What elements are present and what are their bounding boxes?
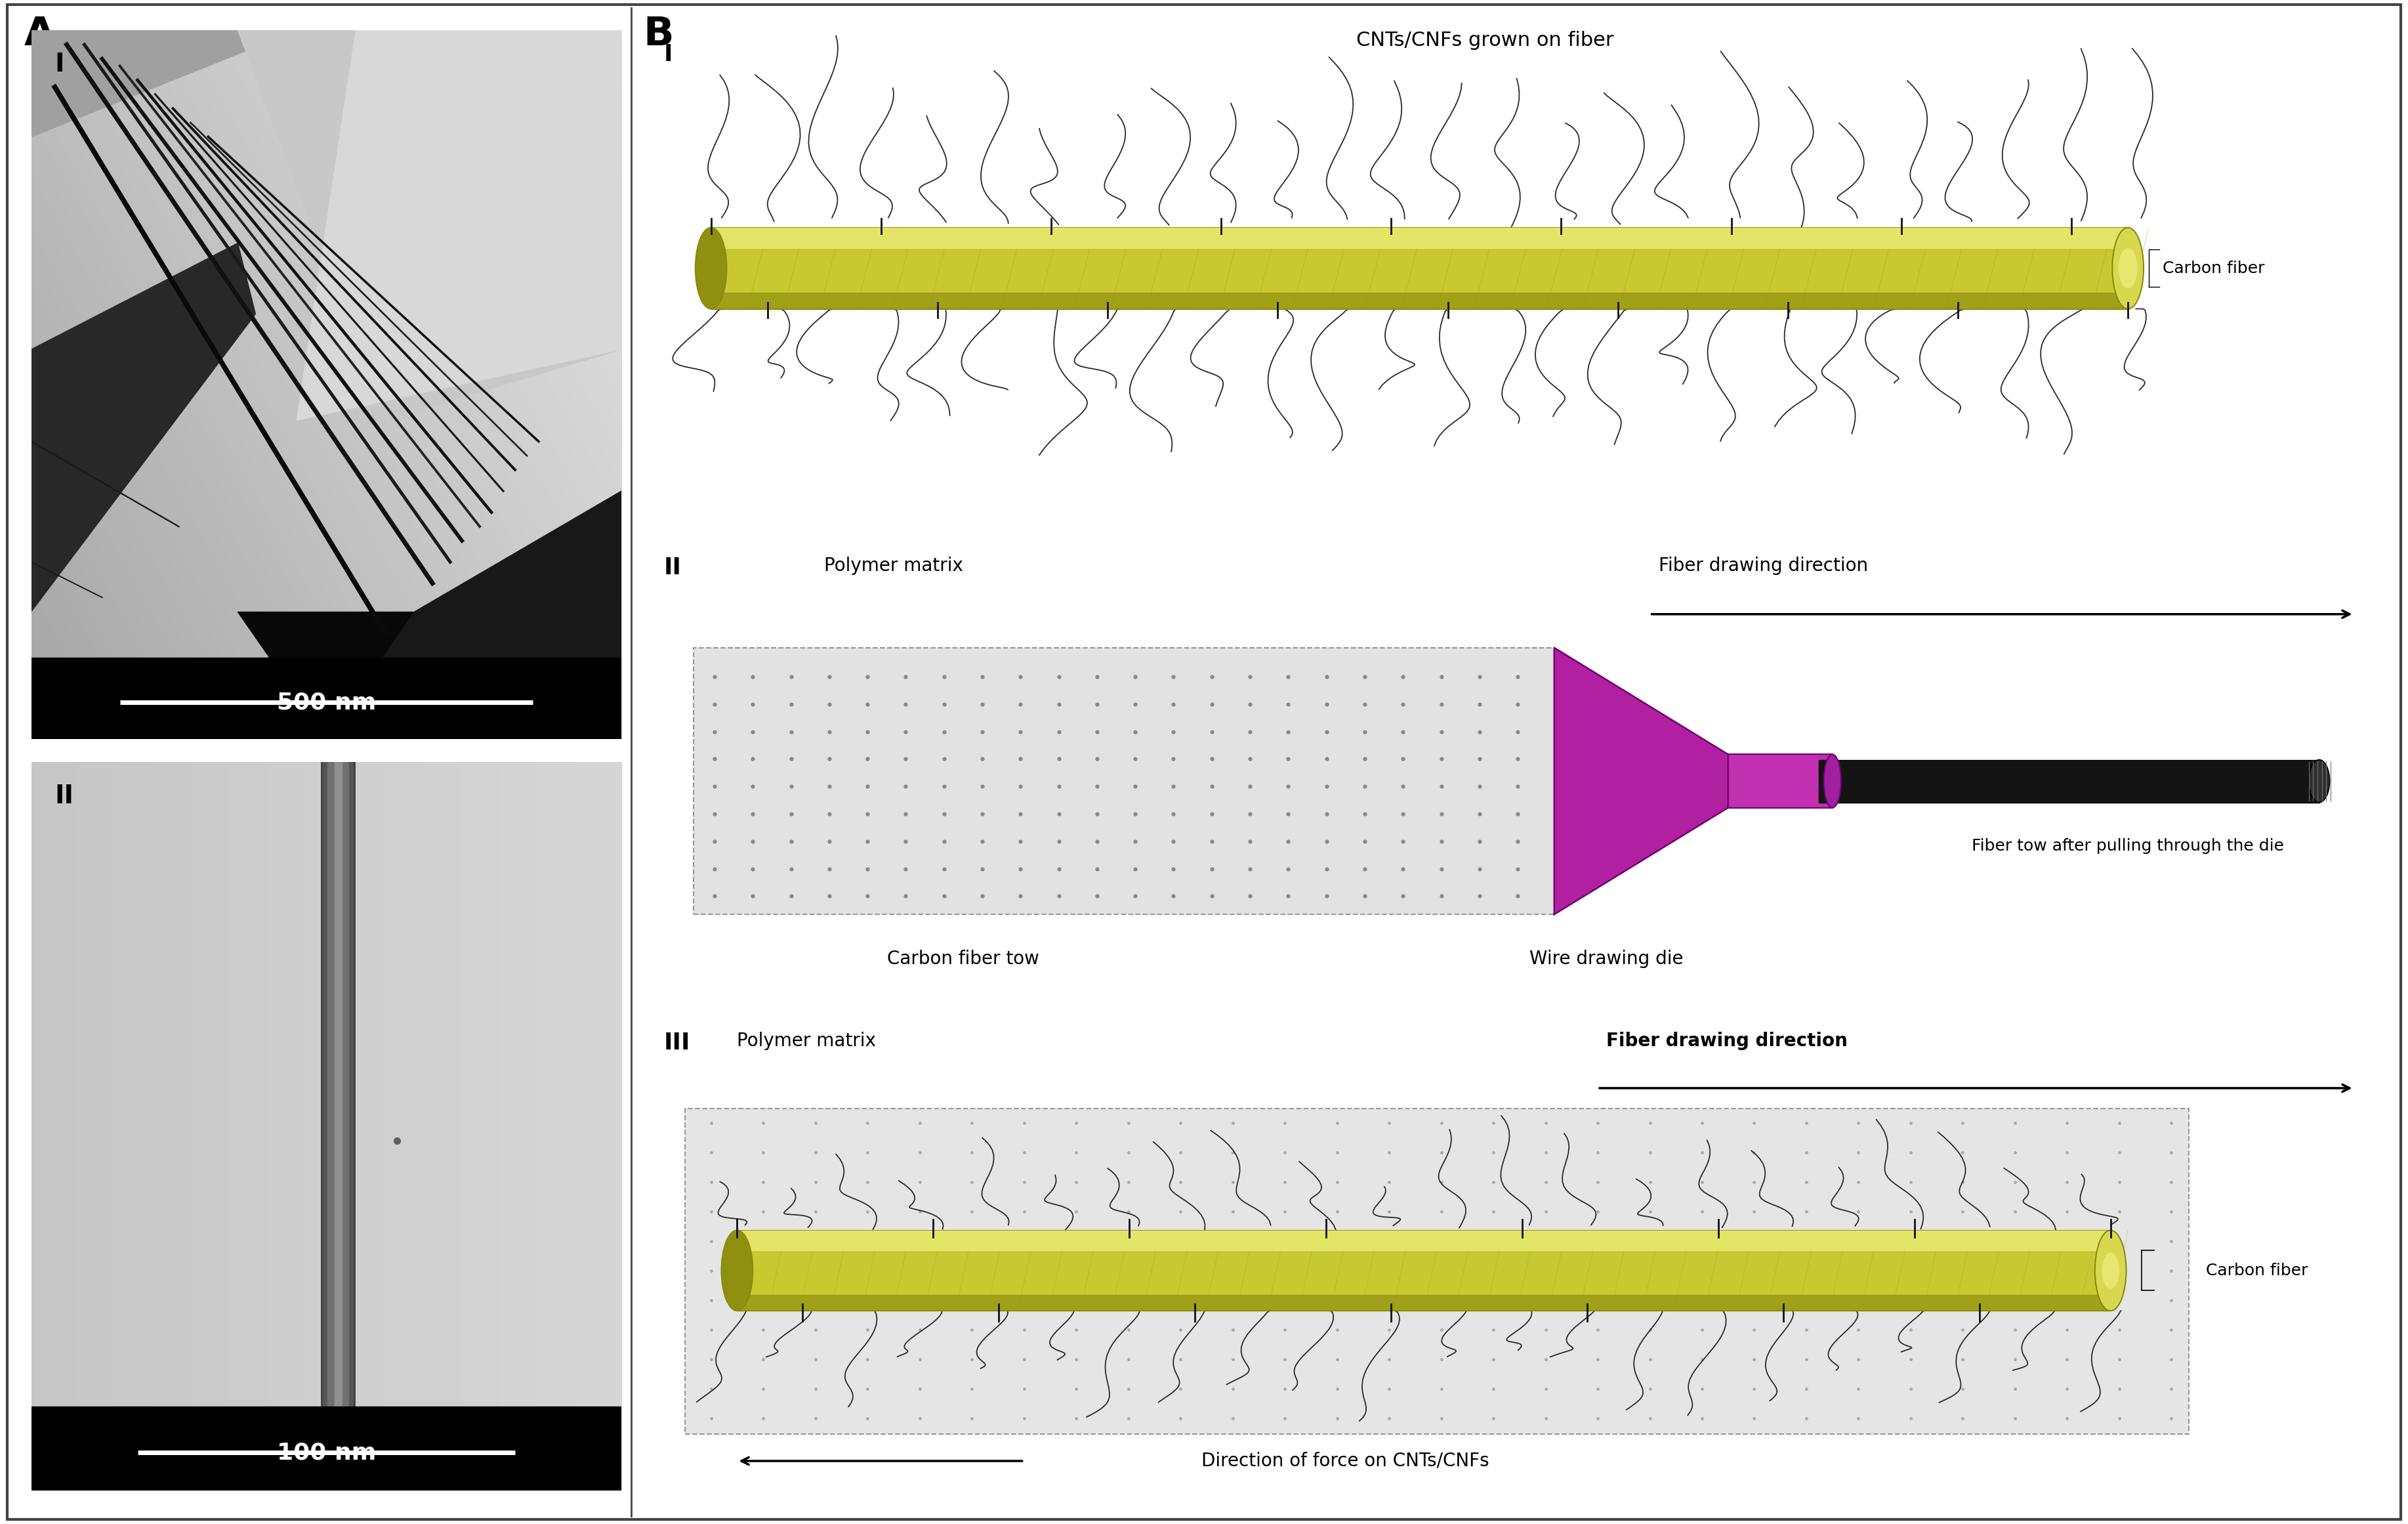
Text: A: A	[24, 15, 55, 53]
Ellipse shape	[2119, 248, 2138, 288]
Text: II: II	[665, 556, 681, 579]
Polygon shape	[296, 30, 621, 421]
Ellipse shape	[2095, 1230, 2126, 1311]
Text: II: II	[55, 783, 75, 809]
Bar	[684, 1108, 2189, 1434]
Ellipse shape	[2112, 227, 2143, 309]
Text: Carbon fiber: Carbon fiber	[2206, 1263, 2309, 1279]
Text: Polymer matrix: Polymer matrix	[824, 556, 963, 575]
Polygon shape	[325, 491, 621, 739]
Text: III: III	[665, 1032, 691, 1055]
Text: Carbon fiber: Carbon fiber	[2162, 261, 2266, 276]
Text: I: I	[55, 52, 65, 76]
Ellipse shape	[2102, 1253, 2119, 1289]
Text: Fiber drawing direction: Fiber drawing direction	[1606, 1032, 1847, 1050]
Bar	[710, 227, 2129, 309]
Text: B: B	[643, 15, 674, 53]
Polygon shape	[323, 762, 354, 1407]
Polygon shape	[31, 1407, 621, 1490]
Ellipse shape	[1823, 754, 1842, 808]
Polygon shape	[238, 611, 621, 739]
Polygon shape	[31, 244, 255, 611]
Text: CNTs/CNFs grown on fiber: CNTs/CNFs grown on fiber	[1356, 30, 1613, 50]
Polygon shape	[327, 762, 349, 1407]
Bar	[1818, 759, 2319, 802]
Text: Fiber drawing direction: Fiber drawing direction	[1659, 556, 1869, 575]
Text: 500 nm: 500 nm	[277, 690, 376, 713]
Text: Direction of force on CNTs/CNFs: Direction of force on CNTs/CNFs	[1202, 1452, 1491, 1471]
Text: Wire drawing die: Wire drawing die	[1529, 949, 1683, 968]
Bar	[737, 1230, 2109, 1311]
Text: Polymer matrix: Polymer matrix	[737, 1032, 877, 1050]
Text: 100 nm: 100 nm	[277, 1442, 376, 1463]
Polygon shape	[31, 658, 621, 739]
Text: Carbon fiber tow: Carbon fiber tow	[886, 949, 1040, 968]
Text: I: I	[665, 43, 672, 66]
Polygon shape	[1553, 648, 1729, 914]
Bar	[694, 648, 1553, 914]
Polygon shape	[31, 30, 296, 137]
Ellipse shape	[696, 227, 727, 309]
Text: Fiber tow after pulling through the die: Fiber tow after pulling through the die	[1972, 838, 2285, 853]
Polygon shape	[335, 762, 342, 1407]
Ellipse shape	[722, 1230, 754, 1311]
Bar	[1729, 754, 1832, 808]
Polygon shape	[238, 30, 621, 421]
Ellipse shape	[2309, 760, 2329, 803]
